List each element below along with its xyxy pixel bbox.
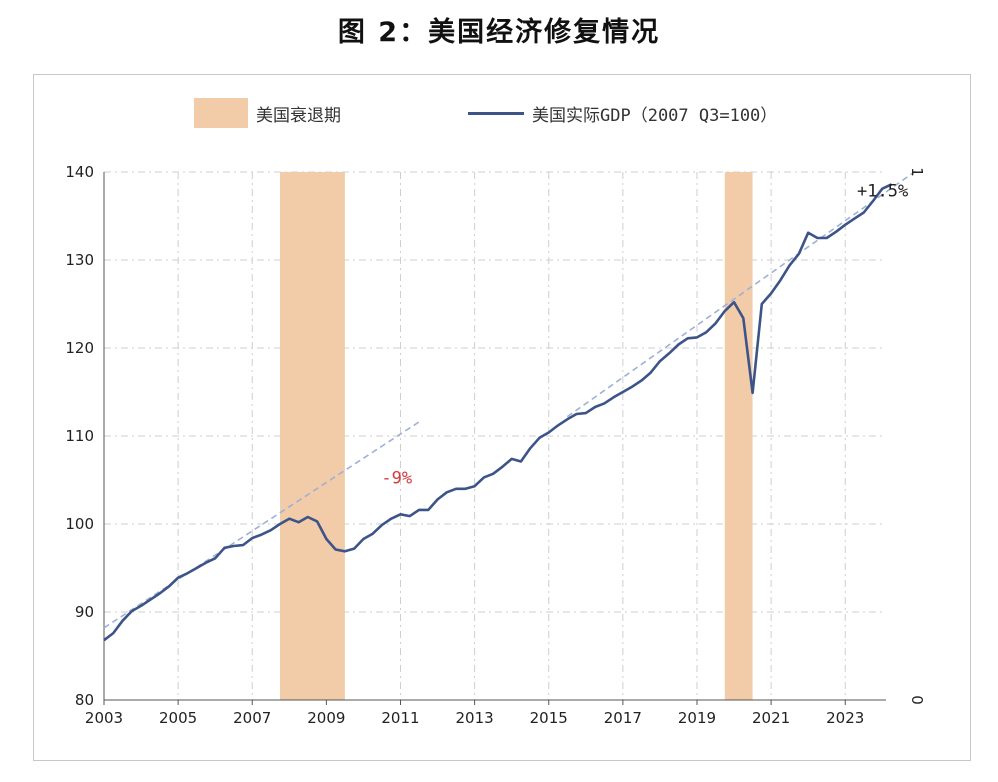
gdp-line-swatch [468,111,524,115]
recession-band-1 [280,172,345,700]
legend-gdp-label: 美国实际GDP（2007 Q3=100） [532,105,778,126]
annotation-2: +1.5% [857,182,908,202]
legend-gdp: 美国实际GDP（2007 Q3=100） [468,97,777,129]
page-title: 图 2：美国经济修复情况 [337,17,661,48]
x-tick-label-2013: 2013 [456,709,494,727]
trend-line-2 [566,170,917,418]
y-tick-label-90: 90 [75,603,94,621]
recession-bands [280,172,753,700]
x-tick-label-2017: 2017 [604,709,642,727]
x-tick-label-2015: 2015 [530,709,568,727]
y-tick-label-110: 110 [65,427,94,445]
recession-band-2 [724,172,753,700]
x-tick-label-2007: 2007 [233,709,271,727]
y-tick-label-130: 130 [65,251,94,269]
axes [103,172,886,705]
annotations: -9% +1.5% [381,182,908,489]
trend-lines [103,170,917,629]
x-tick-label-2011: 2011 [381,709,419,727]
x-tick-label-2003: 2003 [85,709,123,727]
legend-recession: 美国衰退期 [194,97,341,129]
gdp-series-line [103,183,893,642]
y-tick-label-120: 120 [65,339,94,357]
x-tick-label-2021: 2021 [752,709,790,727]
legend-recession-label: 美国衰退期 [256,105,341,126]
y-tick-label-140: 140 [65,163,94,181]
right-axis-top-label: 1 [908,167,926,177]
chart-frame [33,74,971,761]
right-axis-bottom-label: 0 [908,695,926,705]
x-tick-label-2019: 2019 [678,709,716,727]
x-tick-label-2005: 2005 [159,709,197,727]
x-tick-label-2023: 2023 [826,709,864,727]
grid-lines [104,171,886,700]
annotation-1: -9% [381,469,412,489]
recession-swatch [194,98,248,128]
x-tick-label-2009: 2009 [307,709,345,727]
y-tick-label-80: 80 [75,691,94,709]
series-lines [103,183,893,642]
y-tick-label-100: 100 [65,515,94,533]
trend-line-1 [103,421,420,629]
